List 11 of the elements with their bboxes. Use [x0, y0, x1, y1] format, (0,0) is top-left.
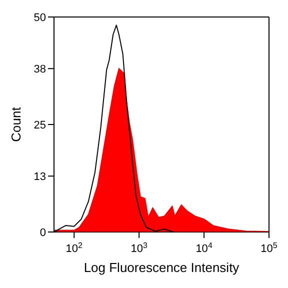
x-tick-label: 10$^{3}$	[130, 240, 148, 255]
y-tick-label: 38	[34, 64, 46, 76]
x-axis-title: Log Fluorescence Intensity	[84, 260, 240, 275]
x-tick-label: 10$^{5}$	[260, 240, 278, 255]
y-tick-label: 25	[34, 119, 46, 132]
y-tick-label: 13	[34, 171, 46, 184]
y-tick-label: 50	[34, 12, 46, 24]
y-tick-label: 0	[40, 226, 46, 239]
x-tick-label: 10$^{2}$	[66, 240, 84, 255]
y-axis-title: Count	[8, 106, 24, 142]
x-tick-label: 10$^{4}$	[196, 240, 213, 255]
